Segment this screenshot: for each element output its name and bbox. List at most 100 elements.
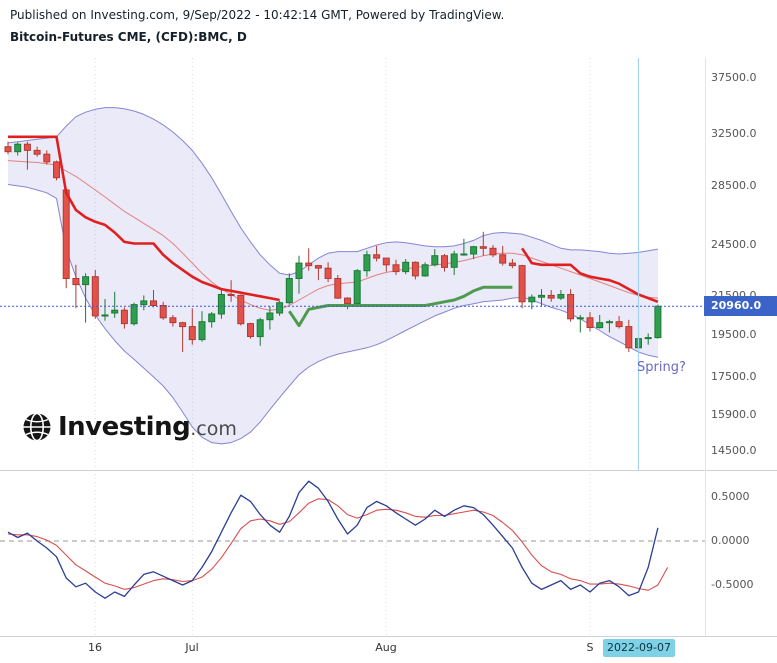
symbol-title: Bitcoin-Futures CME, (CFD):BMC, D [10, 30, 247, 44]
candle [625, 326, 633, 349]
candle [256, 319, 264, 338]
candle [179, 322, 187, 328]
candle [120, 309, 128, 325]
candle [295, 262, 303, 280]
trend-stop-green-line [288, 285, 513, 328]
candle [208, 313, 216, 323]
price-tick-label: 19500.0 [711, 328, 757, 341]
candle [615, 321, 623, 328]
candle [441, 255, 448, 268]
candle [605, 321, 613, 324]
date-tick-label: Aug [375, 641, 397, 654]
candle [188, 326, 196, 341]
candle [314, 265, 322, 269]
candle [140, 300, 148, 306]
last-price-badge: 20960.0 [704, 296, 777, 316]
candlestick-series [4, 141, 662, 355]
candle [14, 143, 22, 153]
candle [392, 264, 400, 273]
date-tick-label: 16 [88, 641, 102, 654]
candle [237, 294, 245, 325]
candle [382, 257, 390, 266]
candle [130, 304, 138, 325]
candle [470, 246, 478, 255]
price-tick-label: 37500.0 [711, 71, 757, 84]
candle [217, 294, 225, 315]
candle [53, 161, 60, 179]
oscillator-signal-line [7, 498, 669, 591]
oscillator-tick-label: 0.5000 [711, 490, 750, 503]
candle [411, 261, 419, 277]
candle [460, 253, 468, 256]
candle [111, 309, 119, 314]
date-tick-label: Jul [185, 641, 199, 654]
price-tick-label: 24500.0 [711, 238, 757, 251]
candle [62, 189, 70, 279]
candle [499, 254, 507, 264]
published-line: Published on Investing.com, 9/Sep/2022 -… [10, 8, 505, 22]
watermark-brand: Investing [58, 412, 191, 442]
candle [344, 297, 351, 305]
candle [421, 264, 429, 277]
candle [654, 305, 662, 339]
candle [431, 255, 439, 266]
candle [547, 294, 555, 299]
spring-annotation: Spring? [637, 360, 686, 375]
price-tick-label: 15900.0 [711, 408, 757, 421]
candle [557, 294, 565, 299]
candle [373, 254, 381, 259]
candle [528, 296, 536, 303]
candle [489, 247, 497, 256]
bollinger-upper-line [7, 107, 658, 276]
globe-icon [23, 412, 51, 442]
price-tick-label: 14500.0 [711, 444, 757, 457]
candle [518, 265, 526, 303]
candle [43, 153, 51, 163]
price-tick-label: 28500.0 [711, 179, 757, 192]
price-tick-label: 17500.0 [711, 370, 757, 383]
candle [91, 276, 99, 317]
watermark-text: Investing .com [58, 412, 237, 442]
oscillator-tick-label: -0.5000 [711, 578, 754, 591]
candle [227, 294, 235, 296]
candle [508, 262, 516, 267]
candle [324, 267, 332, 280]
candle [586, 317, 594, 328]
candle [150, 300, 157, 306]
watermark-suffix: .com [190, 418, 237, 440]
candle [305, 262, 313, 267]
candle [4, 146, 12, 153]
price-tick-label: 32500.0 [711, 127, 757, 140]
oscillator-main-line [7, 480, 659, 599]
candle [169, 317, 177, 324]
candle [576, 317, 584, 320]
candle [159, 305, 167, 319]
candle [101, 314, 109, 317]
candle [538, 294, 545, 298]
candle [479, 246, 487, 249]
candle [353, 270, 361, 305]
trend-stop-red-line [8, 135, 659, 304]
candle [596, 322, 604, 329]
candle [363, 254, 371, 272]
candle [450, 253, 458, 268]
candle [276, 302, 284, 314]
candle [266, 312, 274, 321]
candle [285, 278, 293, 304]
oscillator-tick-label: 0.0000 [711, 534, 750, 547]
candle [82, 276, 90, 286]
candle [334, 278, 342, 299]
crosshair-date-badge: 2022-09-07 [603, 639, 675, 657]
date-tick-label: S [586, 641, 594, 654]
candle [23, 143, 31, 151]
candle [402, 261, 410, 273]
candle [72, 278, 80, 286]
candle [198, 321, 206, 341]
bollinger-band-fill [8, 107, 658, 444]
candle [644, 337, 652, 340]
investing-watermark: Investing .com [22, 412, 237, 442]
candle [33, 149, 41, 155]
candle [247, 323, 254, 338]
